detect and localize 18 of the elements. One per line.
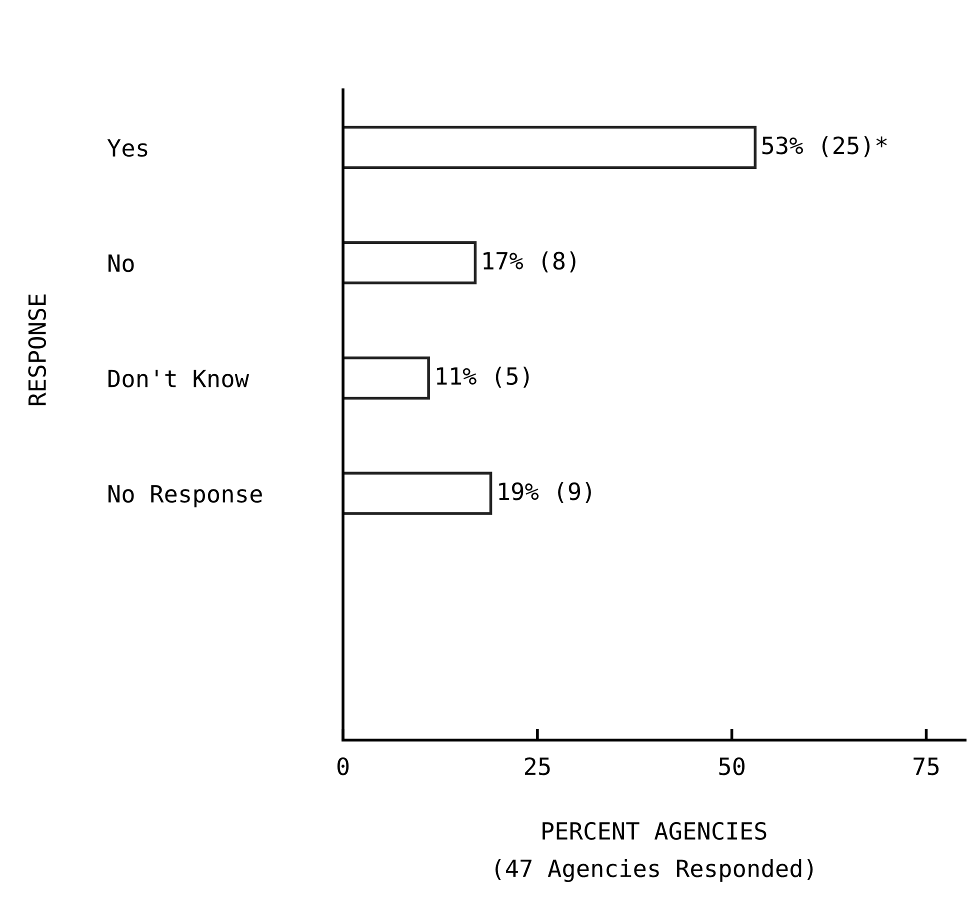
x-tick-label: 75 xyxy=(914,758,939,776)
data-label: 53% (25)* xyxy=(762,136,887,158)
x-axis-title: PERCENT AGENCIES (47 Agencies Responded) xyxy=(496,822,813,882)
data-label: 19% (9) xyxy=(499,482,591,504)
bar xyxy=(343,472,492,515)
data-label: 17% (8) xyxy=(484,251,576,272)
x-tick-label: 0 xyxy=(337,757,349,776)
x-tick-label: 25 xyxy=(524,757,550,776)
y-tick-label: No Response xyxy=(108,485,262,508)
bar xyxy=(343,241,477,284)
bar xyxy=(343,356,430,400)
y-tick-label: No xyxy=(108,254,134,272)
y-tick-label: Yes xyxy=(107,139,148,157)
x-tick-label: 50 xyxy=(719,757,745,776)
y-tick-label: Don't Know xyxy=(108,370,250,388)
bar xyxy=(343,126,757,169)
y-axis-title: RESPONSE xyxy=(28,294,46,406)
data-label: 11% (5) xyxy=(436,366,529,388)
